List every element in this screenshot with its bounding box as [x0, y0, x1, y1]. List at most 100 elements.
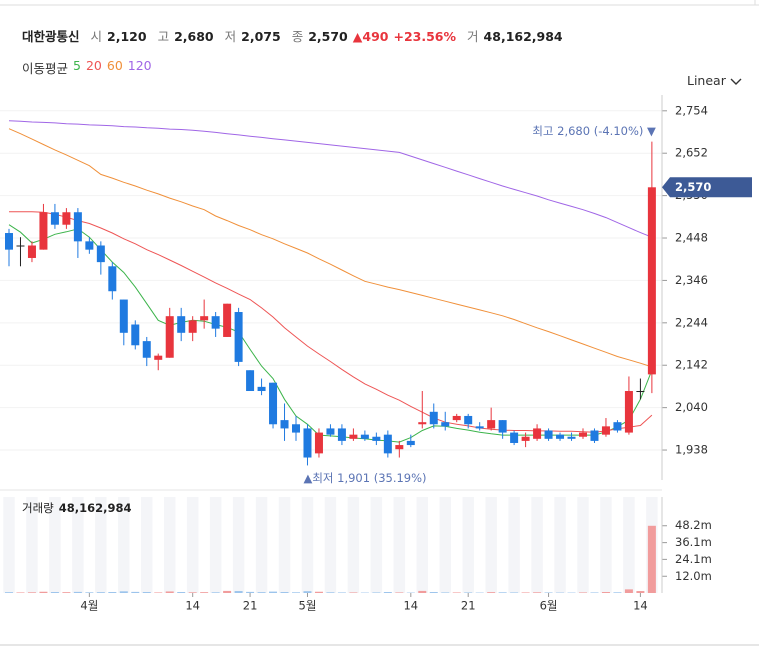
change-pct: +23.56%: [393, 29, 457, 44]
candle-body: [360, 434, 369, 439]
volume-column-bg: [72, 497, 84, 593]
candle-body: [579, 432, 587, 437]
volume-bar: [50, 592, 59, 593]
volume-y-tick-label: 24.1m: [675, 552, 712, 566]
volume-column-bg: [186, 497, 199, 593]
volume-bar: [85, 592, 94, 593]
candle-body: [636, 391, 645, 393]
volume-bar: [349, 592, 358, 593]
volume-bar: [39, 591, 48, 593]
candle-body: [257, 386, 266, 392]
volume-y-tick-label: 48.2m: [675, 518, 712, 532]
volume-bar: [16, 592, 25, 593]
candle-body: [556, 434, 565, 439]
x-tick-label: 6월: [540, 599, 558, 613]
candle-body: [269, 382, 278, 425]
ma-legend: 이동평균 5 20 60 120: [22, 58, 152, 77]
volume-bar: [429, 592, 438, 593]
moving-average-line: [8, 120, 653, 238]
candle-body: [188, 320, 197, 333]
x-tick-label: 4월: [80, 599, 98, 613]
candle-body: [39, 212, 48, 250]
volume-bar: [613, 592, 622, 593]
candle-body: [223, 303, 232, 337]
low-label: 저: [224, 29, 237, 44]
volume-bar: [326, 592, 335, 593]
high-annotation: 최고 2,680 (-4.10%) ▼: [532, 124, 656, 138]
x-tick-label: 14: [185, 599, 200, 613]
candle-body: [16, 245, 25, 247]
y-tick-label: 2,754: [675, 103, 708, 117]
volume-bar: [647, 525, 656, 593]
candle-body: [131, 324, 140, 346]
candle-body: [314, 432, 323, 454]
volume-column-bg: [95, 497, 107, 593]
volume-y-tick-label: 36.1m: [675, 535, 712, 549]
candle-body: [246, 370, 255, 392]
y-tick-label: 2,448: [675, 231, 708, 245]
candle-body: [303, 428, 312, 458]
candle-body: [5, 233, 13, 250]
volume-column-bg: [600, 497, 612, 593]
candle-body: [292, 424, 300, 433]
volume-column-bg: [26, 497, 38, 593]
candle-body: [533, 428, 542, 439]
volume-column-bg: [255, 497, 268, 593]
volume-column-bg: [209, 497, 222, 593]
candle-body: [521, 436, 530, 441]
moving-average-line: [8, 128, 653, 368]
quote-header: 대한광통신 시 2,120 고 2,680 저 2,075 종 2,570 ▲490 +2…: [22, 26, 563, 45]
high-label: 고: [157, 29, 170, 44]
volume-column-bg: [118, 497, 130, 593]
volume-column-bg: [416, 497, 429, 593]
volume-bar: [383, 592, 392, 593]
candle-body: [200, 316, 209, 321]
volume-bar: [314, 591, 323, 593]
y-tick-label: 2,142: [675, 358, 708, 372]
volume-column-bg: [278, 497, 291, 593]
candle-body: [510, 432, 519, 443]
ma-legend-title: 이동평균: [22, 61, 69, 76]
candle-body: [165, 316, 174, 358]
close: 2,570: [308, 29, 348, 44]
volume-column-bg: [508, 497, 520, 593]
scale-mode: Linear: [687, 73, 726, 88]
volume-bar: [521, 592, 530, 593]
y-tick-label: 2,040: [675, 400, 708, 414]
candle-body: [498, 420, 507, 433]
candle-body: [349, 434, 358, 439]
x-tick-label: 14: [403, 599, 418, 613]
volume-column-bg: [141, 497, 153, 593]
y-tick-label: 2,652: [675, 146, 708, 160]
change: ▲490: [352, 29, 389, 44]
x-tick-label: 14: [633, 599, 648, 613]
volume-column-bg: [324, 497, 337, 593]
volume-bar: [177, 592, 186, 593]
volume-bar: [510, 592, 519, 593]
volume-bar: [119, 591, 128, 593]
candle-body: [177, 316, 186, 333]
open-label: 시: [90, 29, 103, 44]
volume-bar: [280, 592, 289, 593]
candle-body: [234, 312, 243, 362]
candle-body: [590, 430, 599, 441]
volume-bar: [292, 592, 300, 593]
candle-body: [624, 391, 633, 433]
candle-body: [27, 245, 36, 258]
volume-bar: [372, 592, 381, 593]
candle-body: [85, 241, 94, 250]
volume-bar: [62, 592, 71, 593]
volume-column-bg: [554, 497, 566, 593]
candle-body: [50, 212, 59, 225]
scale-selector[interactable]: Linear: [687, 73, 742, 88]
volume-column-bg: [623, 497, 635, 593]
candle-body: [372, 436, 381, 441]
candle-body: [567, 436, 576, 439]
low-annotation: ▲최저 1,901 (35.19%): [303, 471, 426, 485]
volume-column-bg: [531, 497, 543, 593]
volume-bar: [452, 592, 461, 593]
volume-bar: [418, 590, 427, 593]
candle-body: [544, 430, 553, 439]
